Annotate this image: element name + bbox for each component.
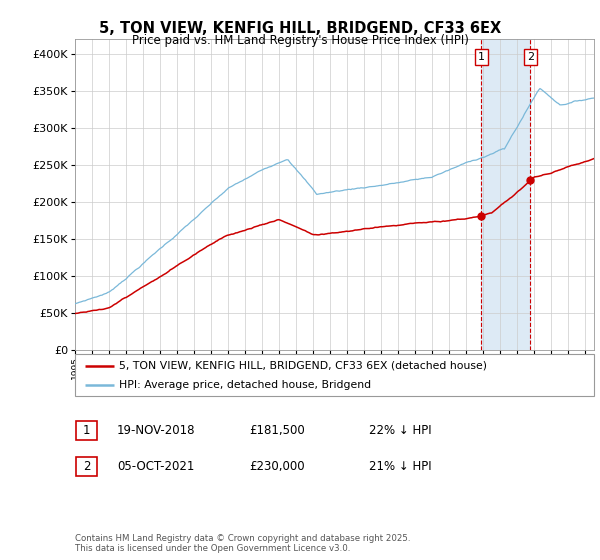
- Bar: [481, 39, 530, 350]
- Text: 05-OCT-2021: 05-OCT-2021: [117, 460, 194, 473]
- Text: 19-NOV-2018: 19-NOV-2018: [117, 423, 196, 437]
- Text: 2: 2: [527, 52, 534, 62]
- Text: 2: 2: [83, 460, 90, 473]
- Text: £181,500: £181,500: [249, 423, 305, 437]
- Text: Price paid vs. HM Land Registry's House Price Index (HPI): Price paid vs. HM Land Registry's House …: [131, 34, 469, 46]
- FancyBboxPatch shape: [76, 457, 97, 476]
- Text: £230,000: £230,000: [249, 460, 305, 473]
- Text: 5, TON VIEW, KENFIG HILL, BRIDGEND, CF33 6EX: 5, TON VIEW, KENFIG HILL, BRIDGEND, CF33…: [99, 21, 501, 36]
- Text: 21% ↓ HPI: 21% ↓ HPI: [369, 460, 431, 473]
- Text: HPI: Average price, detached house, Bridgend: HPI: Average price, detached house, Brid…: [119, 380, 371, 390]
- Text: Contains HM Land Registry data © Crown copyright and database right 2025.
This d: Contains HM Land Registry data © Crown c…: [75, 534, 410, 553]
- Text: 1: 1: [478, 52, 485, 62]
- Text: 22% ↓ HPI: 22% ↓ HPI: [369, 423, 431, 437]
- Text: 1: 1: [83, 423, 90, 437]
- FancyBboxPatch shape: [76, 421, 97, 440]
- FancyBboxPatch shape: [75, 354, 594, 396]
- Text: 5, TON VIEW, KENFIG HILL, BRIDGEND, CF33 6EX (detached house): 5, TON VIEW, KENFIG HILL, BRIDGEND, CF33…: [119, 361, 487, 371]
